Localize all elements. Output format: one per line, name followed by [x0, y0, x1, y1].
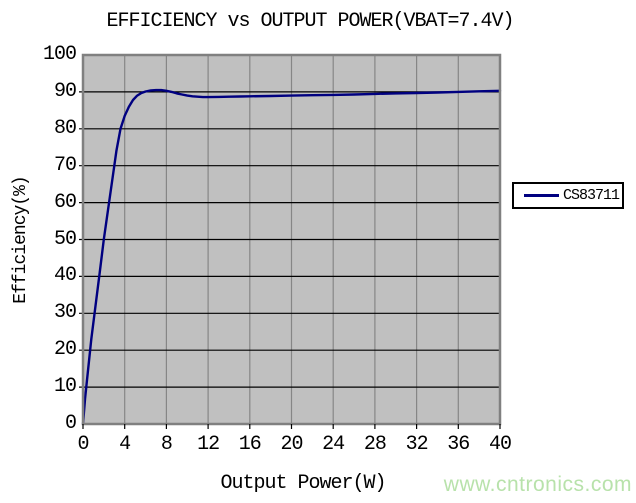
x-tick-label: 24 [322, 433, 345, 456]
y-tick-label: 90 [53, 79, 77, 103]
x-tick-label: 36 [447, 433, 470, 456]
y-tick-label: 30 [53, 301, 77, 325]
legend-line-swatch [524, 194, 559, 197]
x-tick-label: 32 [405, 433, 429, 456]
x-tick-label: 8 [160, 433, 173, 456]
y-tick-label: 100 [42, 43, 77, 66]
x-tick-label: 28 [363, 433, 387, 456]
chart-title: EFFICIENCY vs OUTPUT POWER(VBAT=7.4V) [106, 10, 514, 33]
x-tick-label: 12 [197, 433, 220, 456]
watermark: www.cntronics.com [443, 473, 632, 496]
x-tick-label: 0 [77, 433, 89, 456]
x-tick-label: 20 [280, 433, 303, 456]
x-tick-label: 40 [488, 433, 512, 456]
y-tick-label: 60 [53, 190, 77, 214]
x-tick-label: 16 [238, 433, 262, 456]
y-tick-label: 10 [53, 375, 77, 399]
y-tick-label: 50 [53, 227, 77, 251]
y-tick-label: 20 [53, 338, 77, 362]
series-line [81, 88, 502, 426]
y-tick-label: 0 [64, 412, 77, 435]
y-tick-label: 40 [53, 264, 77, 288]
legend: CS83711 [512, 182, 624, 209]
legend-series-label: CS83711 [563, 187, 620, 204]
y-axis-title: Efficiency(%) [11, 176, 31, 304]
y-tick-label: 70 [53, 153, 77, 177]
x-tick-label: 4 [119, 433, 131, 456]
y-tick-label: 80 [53, 116, 77, 140]
x-axis-title: Output Power(W) [220, 472, 386, 495]
